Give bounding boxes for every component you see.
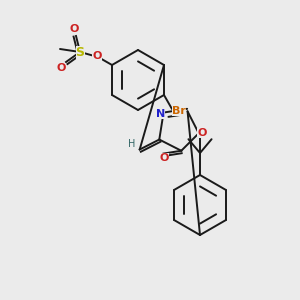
Text: Br: Br — [172, 106, 186, 116]
Text: O: O — [69, 24, 79, 34]
Text: O: O — [197, 128, 206, 138]
Text: H: H — [128, 139, 135, 148]
Text: O: O — [56, 63, 66, 73]
Text: O: O — [160, 153, 169, 163]
Text: N: N — [155, 109, 165, 119]
Text: O: O — [92, 51, 102, 61]
Text: S: S — [76, 46, 85, 59]
